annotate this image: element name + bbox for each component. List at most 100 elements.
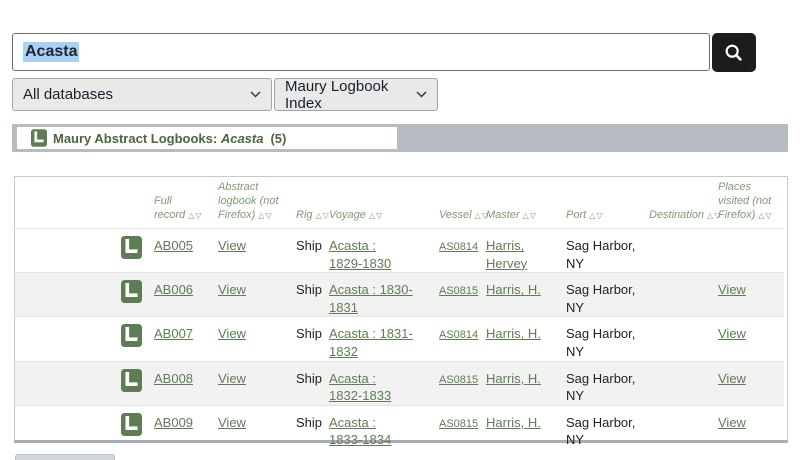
destination-cell bbox=[649, 272, 718, 317]
sort-desc-icon[interactable]: ▽ bbox=[481, 210, 489, 220]
abstract-logbook-view-link[interactable]: View bbox=[218, 370, 246, 386]
sort-asc-icon[interactable]: △ bbox=[707, 210, 715, 220]
full-record-link[interactable]: AB008 bbox=[154, 370, 194, 386]
column-header-master[interactable]: Master △▽ bbox=[486, 208, 537, 221]
port-value: Sag Harbor, NY bbox=[566, 370, 636, 404]
destination-cell bbox=[649, 228, 718, 273]
destination-cell bbox=[649, 360, 718, 406]
abstract-logbook-view-link[interactable]: View bbox=[218, 282, 246, 298]
logbook-icon bbox=[121, 280, 142, 304]
index-select[interactable]: Maury Logbook Index bbox=[274, 77, 438, 112]
column-header-voyage[interactable]: Voyage △▽ bbox=[329, 208, 384, 221]
search-query-text: Acasta bbox=[23, 42, 80, 62]
places-visited-view-link[interactable]: View bbox=[718, 370, 746, 386]
destination-cell bbox=[649, 404, 718, 449]
logbook-icon bbox=[121, 236, 142, 260]
sort-desc-icon[interactable]: ▽ bbox=[596, 210, 604, 220]
sort-desc-icon[interactable]: ▽ bbox=[322, 210, 330, 220]
sort-asc-icon[interactable]: △ bbox=[589, 210, 597, 220]
column-header-rig[interactable]: Rig △▽ bbox=[296, 208, 330, 221]
logbook-icon bbox=[121, 324, 142, 348]
full-record-link[interactable]: AB005 bbox=[154, 238, 194, 254]
full-record-link[interactable]: AB007 bbox=[154, 326, 194, 342]
vessel-link[interactable]: AS0815 bbox=[439, 373, 479, 386]
sort-asc-icon[interactable]: △ bbox=[474, 210, 482, 220]
search-icon bbox=[723, 42, 745, 64]
master-link[interactable]: Harris, Hervey bbox=[486, 238, 528, 271]
bottom-button-cutoff[interactable] bbox=[15, 454, 115, 460]
column-header-destination[interactable]: Destination △▽ bbox=[649, 208, 722, 221]
column-header-port[interactable]: Port △▽ bbox=[566, 208, 604, 221]
sort-asc-icon[interactable]: △ bbox=[188, 210, 196, 220]
logbook-icon bbox=[121, 412, 142, 436]
column-header-abstract-logbook[interactable]: Abstract logbook (not Firefox) △▽ bbox=[218, 181, 279, 221]
voyage-link[interactable]: Acasta :1829-1830 bbox=[329, 238, 392, 271]
table-row: AB006 View Ship Acasta : 1830-1831 AS081… bbox=[15, 272, 784, 317]
port-value: Sag Harbor, NY bbox=[566, 326, 636, 359]
sort-desc-icon[interactable]: ▽ bbox=[376, 210, 384, 220]
table-header-row: Full record △▽ Abstract logbook (not Fire… bbox=[15, 177, 784, 229]
sort-desc-icon[interactable]: ▽ bbox=[765, 210, 773, 220]
places-visited-view-link[interactable]: View bbox=[718, 326, 746, 342]
vessel-link[interactable]: AS0815 bbox=[439, 285, 479, 298]
sort-asc-icon[interactable]: △ bbox=[315, 210, 323, 220]
search-input[interactable]: Acasta bbox=[12, 33, 710, 71]
sort-asc-icon[interactable]: △ bbox=[368, 210, 377, 220]
voyage-link[interactable]: Acasta :1833-1834 bbox=[329, 414, 392, 448]
logbook-icon bbox=[121, 368, 142, 392]
column-header-full-record[interactable]: Full record △▽ bbox=[154, 194, 203, 221]
port-value: Sag Harbor, NY bbox=[566, 414, 636, 448]
logbook-icon bbox=[31, 129, 47, 147]
rig-value: Ship bbox=[296, 414, 323, 430]
results-table: Full record △▽ Abstract logbook (not Fire… bbox=[15, 177, 784, 449]
result-header-bar: Maury Abstract Logbooks: Acasta (5) bbox=[12, 124, 788, 152]
table-row: AB009 View Ship Acasta :1833-1834 AS0815… bbox=[15, 404, 784, 449]
places-visited-view-link[interactable]: View bbox=[718, 414, 746, 430]
chevron-down-icon bbox=[250, 91, 261, 98]
master-link[interactable]: Harris, H. bbox=[486, 282, 541, 298]
table-row: AB005 View Ship Acasta :1829-1830 AS0814… bbox=[15, 228, 784, 273]
places-visited-view-link[interactable]: View bbox=[718, 282, 746, 298]
column-header-places-visited[interactable]: Places visited (not Firefox) △▽ bbox=[718, 181, 773, 221]
icon-column-header bbox=[15, 177, 154, 229]
abstract-logbook-view-link[interactable]: View bbox=[218, 238, 246, 254]
voyage-link[interactable]: Acasta :1832-1833 bbox=[329, 370, 392, 404]
sort-asc-icon[interactable]: △ bbox=[522, 210, 530, 220]
master-link[interactable]: Harris, H. bbox=[486, 370, 541, 386]
sort-asc-icon[interactable]: △ bbox=[758, 210, 766, 220]
port-value: Sag Harbor, NY bbox=[566, 282, 636, 315]
master-link[interactable]: Harris, H. bbox=[486, 414, 541, 430]
result-group-header[interactable]: Maury Abstract Logbooks: Acasta (5) bbox=[17, 127, 397, 149]
sort-asc-icon[interactable]: △ bbox=[258, 210, 266, 220]
full-record-link[interactable]: AB006 bbox=[154, 282, 194, 298]
master-link[interactable]: Harris, H. bbox=[486, 326, 541, 342]
abstract-logbook-view-link[interactable]: View bbox=[218, 414, 246, 430]
full-record-link[interactable]: AB009 bbox=[154, 414, 194, 430]
result-header-text: Maury Abstract Logbooks: Acasta (5) bbox=[53, 130, 287, 146]
chevron-down-icon bbox=[416, 91, 427, 98]
search-button[interactable] bbox=[712, 33, 756, 72]
port-value: Sag Harbor, NY bbox=[566, 238, 636, 271]
sort-desc-icon[interactable]: ▽ bbox=[529, 210, 537, 220]
rig-value: Ship bbox=[296, 282, 323, 298]
voyage-link[interactable]: Acasta : 1830-1831 bbox=[329, 282, 413, 315]
column-header-vessel[interactable]: Vessel △▽ bbox=[439, 208, 489, 221]
sort-desc-icon[interactable]: ▽ bbox=[714, 210, 722, 220]
abstract-logbook-view-link[interactable]: View bbox=[218, 326, 246, 342]
rig-value: Ship bbox=[296, 238, 323, 254]
vessel-link[interactable]: AS0815 bbox=[439, 417, 479, 430]
sort-desc-icon[interactable]: ▽ bbox=[265, 210, 273, 220]
rig-value: Ship bbox=[296, 370, 323, 386]
sort-desc-icon[interactable]: ▽ bbox=[195, 210, 203, 220]
table-row: AB007 View Ship Acasta : 1831-1832 AS081… bbox=[15, 316, 784, 362]
database-select-value: All databases bbox=[23, 86, 114, 103]
rig-value: Ship bbox=[296, 326, 323, 342]
vessel-link[interactable]: AS0814 bbox=[439, 329, 479, 342]
results-table-container: Full record △▽ Abstract logbook (not Fire… bbox=[14, 176, 788, 449]
table-row: AB008 View Ship Acasta :1832-1833 AS0815… bbox=[15, 360, 784, 406]
vessel-link[interactable]: AS0814 bbox=[439, 241, 479, 254]
voyage-link[interactable]: Acasta : 1831-1832 bbox=[329, 326, 413, 359]
index-select-value: Maury Logbook Index bbox=[285, 77, 389, 112]
database-select[interactable]: All databases bbox=[12, 78, 272, 111]
